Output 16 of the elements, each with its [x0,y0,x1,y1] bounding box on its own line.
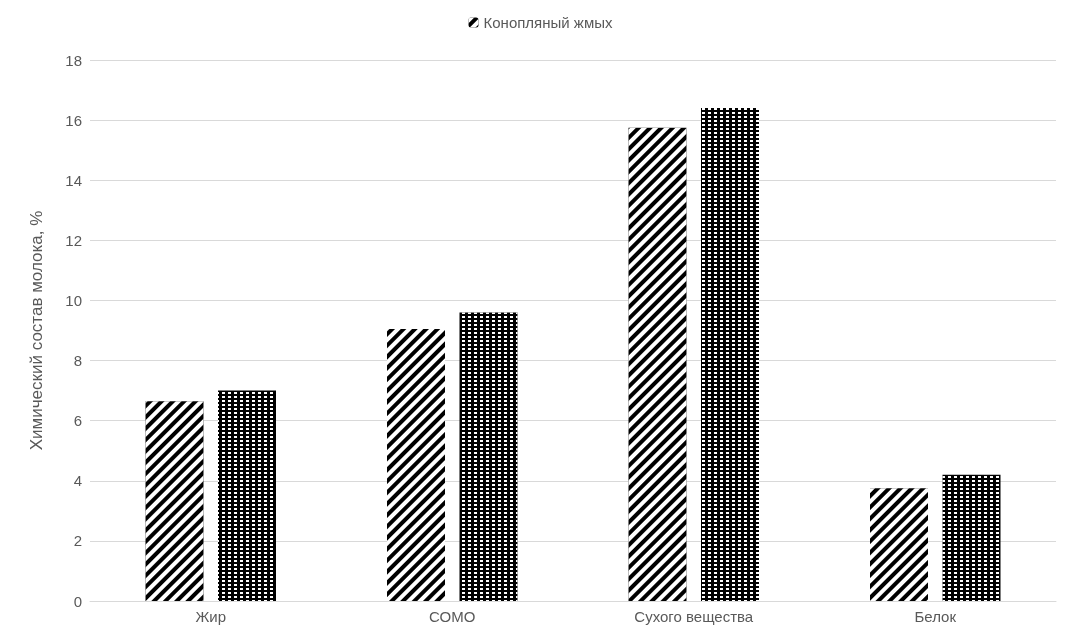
x-tick-label: Сухого вещества [634,608,754,625]
y-tick-label: 4 [73,472,82,490]
y-tick-label: 12 [65,231,82,249]
y-tick-label: 2 [73,532,82,550]
legend-label: Конопляный жмых [483,14,613,31]
y-axis-title: Химический состав молока, % [27,210,46,451]
x-tick-label: Жир [195,608,227,625]
y-tick-label: 0 [73,592,82,610]
y-tick-label: 8 [73,352,82,370]
y-tick-label: 14 [65,171,82,189]
y-tick-label: 6 [73,412,82,430]
x-tick-label: СОМО [429,608,476,625]
y-tick-label: 16 [65,111,82,129]
y-tick-label: 18 [65,51,82,69]
y-tick-label: 10 [65,291,82,309]
x-tick-label: Белок [914,608,957,625]
